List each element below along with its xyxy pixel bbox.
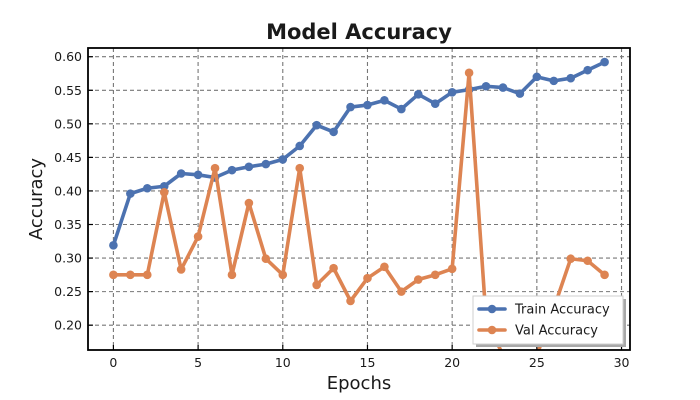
val-accuracy-point <box>227 270 237 280</box>
train-accuracy-point <box>295 141 305 151</box>
legend-marker <box>487 325 497 335</box>
val-accuracy-point <box>295 163 305 173</box>
val-accuracy-point <box>109 270 118 280</box>
val-accuracy-point <box>176 265 186 274</box>
val-accuracy-point <box>159 187 169 197</box>
val-accuracy-point <box>413 275 423 284</box>
legend-label: Val Accuracy <box>515 324 598 339</box>
train-accuracy-point <box>498 83 508 92</box>
train-accuracy-point <box>261 159 271 169</box>
x-tick-label: 25 <box>529 355 545 370</box>
val-accuracy-line <box>111 71 607 350</box>
train-accuracy-point <box>109 241 118 250</box>
train-accuracy-point <box>532 72 542 82</box>
val-accuracy-point <box>583 256 592 266</box>
val-accuracy-series <box>109 68 609 360</box>
x-tick-label: 0 <box>109 355 117 370</box>
train-accuracy-point <box>159 181 169 191</box>
chart-title: Model Accuracy <box>266 20 452 44</box>
val-accuracy-point <box>261 254 271 264</box>
train-accuracy-point <box>312 120 321 130</box>
val-accuracy-point <box>126 270 135 280</box>
train-accuracy-point <box>329 127 338 137</box>
val-accuracy-point <box>464 68 474 78</box>
val-accuracy-point <box>499 351 508 360</box>
val-accuracy-point <box>329 263 338 273</box>
val-accuracy-point <box>244 198 254 208</box>
x-tick-label: 20 <box>444 355 460 370</box>
x-tick-label: 30 <box>614 355 630 370</box>
y-tick-label: 0.25 <box>54 284 82 299</box>
x-axis: 0 5 10 15 20 25 30 <box>109 345 630 370</box>
y-tick-label: 0.40 <box>54 183 82 198</box>
train-accuracy-point <box>176 169 186 178</box>
val-accuracy-point <box>447 264 457 274</box>
legend-entry-val-accuracy: Val Accuracy <box>477 324 598 339</box>
train-accuracy-point <box>430 99 440 109</box>
val-accuracy-point <box>380 262 389 272</box>
x-tick-label: 5 <box>194 355 202 370</box>
y-tick-label: 0.55 <box>54 83 82 98</box>
series-layer <box>109 57 609 360</box>
y-axis-title: Accuracy <box>26 158 47 241</box>
x-tick-label: 15 <box>360 355 376 370</box>
train-accuracy-point <box>481 81 491 91</box>
train-accuracy-point <box>549 76 559 86</box>
train-accuracy-point <box>346 102 355 112</box>
val-accuracy-point <box>210 163 220 173</box>
train-accuracy-point <box>515 89 525 98</box>
val-accuracy-point <box>312 280 321 290</box>
legend-label: Train Accuracy <box>514 303 610 318</box>
val-accuracy-point <box>397 287 406 296</box>
train-accuracy-point <box>193 170 203 180</box>
train-accuracy-point <box>227 165 237 175</box>
x-tick-label: 10 <box>275 355 291 370</box>
val-accuracy-point <box>346 296 355 306</box>
y-tick-label: 0.60 <box>54 49 82 64</box>
val-accuracy-point <box>363 273 372 283</box>
val-accuracy-point <box>430 270 440 280</box>
legend-entry-train-accuracy: Train Accuracy <box>477 303 610 318</box>
train-accuracy-point <box>566 73 576 83</box>
train-accuracy-point <box>126 189 135 198</box>
val-accuracy-point <box>600 270 609 280</box>
legend: Train Accuracy Val Accuracy <box>472 295 626 347</box>
legend-marker <box>487 304 497 314</box>
y-tick-label: 0.35 <box>54 217 82 232</box>
train-accuracy-point <box>413 90 423 99</box>
train-accuracy-point <box>363 100 372 110</box>
val-accuracy-point <box>566 254 576 264</box>
y-tick-label: 0.20 <box>54 318 82 333</box>
y-tick-label: 0.30 <box>54 251 82 266</box>
y-axis: 0.20 0.25 0.30 0.35 0.40 0.45 0.50 0.55 0.60 <box>54 49 93 333</box>
x-axis-title: Epochs <box>327 373 392 394</box>
train-accuracy-point <box>447 87 457 97</box>
val-accuracy-point <box>278 270 288 280</box>
val-accuracy-point <box>516 351 525 360</box>
train-accuracy-point <box>278 155 288 164</box>
train-accuracy-point <box>142 183 152 193</box>
val-accuracy-point <box>142 270 152 280</box>
y-tick-label: 0.50 <box>54 116 82 131</box>
plot-frame <box>87 47 631 351</box>
train-accuracy-point <box>244 162 254 172</box>
train-accuracy-point <box>600 57 609 67</box>
train-accuracy-point <box>397 104 406 114</box>
y-tick-label: 0.45 <box>54 150 82 165</box>
val-accuracy-point <box>193 232 203 241</box>
train-accuracy-point <box>583 65 592 75</box>
legend-box <box>472 295 624 345</box>
train-accuracy-point <box>380 96 389 105</box>
